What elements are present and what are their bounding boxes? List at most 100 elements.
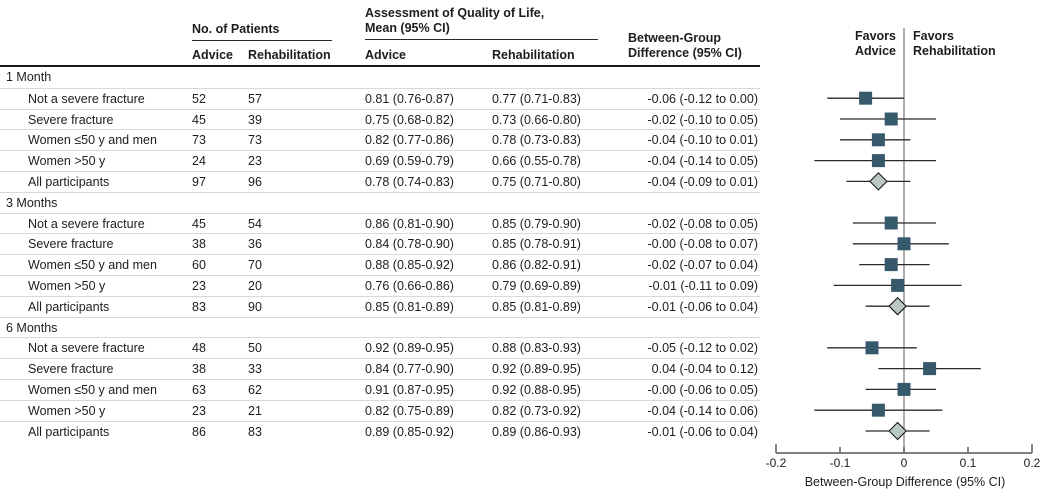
subgroup-label: Severe fracture	[28, 362, 114, 377]
between-group-difference-value: -0.05 (-0.12 to 0.02)	[647, 341, 758, 356]
rehabilitation-mean-ci-value: 0.85 (0.78-0.91)	[492, 237, 581, 252]
advice-mean-ci-value: 0.78 (0.74-0.83)	[365, 174, 454, 189]
rehabilitation-n-value: 83	[248, 424, 262, 439]
x-axis-title: Between-Group Difference (95% CI)	[804, 475, 1006, 489]
table-row: Women ≤50 y and men 60 70 0.88 (0.85-0.92) 0…	[0, 254, 760, 275]
point-estimate-square	[871, 133, 885, 147]
advice-mean-ci-value: 0.76 (0.66-0.86)	[365, 278, 454, 293]
rehabilitation-mean-ci-value: 0.66 (0.55-0.78)	[492, 154, 581, 169]
point-estimate-square	[884, 258, 898, 272]
subgroup-label: All participants	[28, 174, 110, 189]
advice-mean-ci-value: 0.69 (0.59-0.79)	[365, 154, 454, 169]
table-row: Not a severe fracture 45 54 0.86 (0.81-0.90…	[0, 212, 760, 234]
advice-n-value: 48	[192, 341, 206, 356]
subgroup-label: Women ≤50 y and men	[28, 382, 157, 397]
table-row: Women ≤50 y and men 73 73 0.82 (0.77-0.86) 0…	[0, 129, 760, 150]
rehabilitation-mean-ci-value: 0.89 (0.86-0.93)	[492, 424, 581, 439]
between-group-difference-value: -0.01 (-0.06 to 0.04)	[647, 424, 758, 439]
between-group-difference-value: 0.04 (-0.04 to 0.12)	[651, 362, 758, 377]
between-group-difference-value: -0.00 (-0.08 to 0.07)	[647, 237, 758, 252]
between-group-difference-value: -0.01 (-0.11 to 0.09)	[648, 278, 758, 293]
rehabilitation-n-value: 96	[248, 174, 262, 189]
rehabilitation-mean-ci-value: 0.85 (0.79-0.90)	[492, 216, 581, 231]
rehabilitation-n-value: 54	[248, 216, 262, 231]
subgroup-label: Women >50 y	[28, 154, 106, 169]
table-row: Not a severe fracture 48 50 0.92 (0.89-0.95…	[0, 337, 760, 358]
rehabilitation-mean-ci-value: 0.75 (0.71-0.80)	[492, 174, 581, 189]
x-axis-tick-label: 0.1	[959, 456, 977, 470]
subgroup-label: Women ≤50 y and men	[28, 133, 157, 148]
subgroup-label: Not a severe fracture	[28, 341, 145, 356]
table-row: All participants 83 90 0.85 (0.81-0.89) 0.85…	[0, 295, 760, 317]
subgroup-label: All participants	[28, 299, 110, 314]
column-header-quality-of-life: Assessment of Quality of Life, Mean (95%…	[365, 6, 598, 40]
x-axis-tick-label: 0	[900, 456, 908, 470]
between-group-difference-value: -0.04 (-0.09 to 0.01)	[647, 174, 758, 189]
advice-mean-ci-value: 0.91 (0.87-0.95)	[365, 382, 454, 397]
rehabilitation-mean-ci-value: 0.79 (0.69-0.89)	[492, 278, 581, 293]
advice-n-value: 97	[192, 174, 206, 189]
advice-mean-ci-value: 0.82 (0.75-0.89)	[365, 403, 454, 418]
advice-mean-ci-value: 0.81 (0.76-0.87)	[365, 91, 454, 106]
between-group-difference-value: -0.00 (-0.06 to 0.05)	[647, 382, 758, 397]
rehabilitation-n-value: 62	[248, 382, 262, 397]
subgroup-label: Severe fracture	[28, 237, 114, 252]
point-estimate-square	[859, 91, 873, 105]
table-row: Not a severe fracture 52 57 0.81 (0.76-0.87…	[0, 87, 760, 109]
rehabilitation-mean-ci-value: 0.88 (0.83-0.93)	[492, 341, 581, 356]
between-group-difference-value: -0.02 (-0.08 to 0.05)	[647, 216, 758, 231]
section-label: 1 Month	[6, 70, 52, 84]
point-estimate-square	[897, 237, 911, 251]
advice-mean-ci-value: 0.82 (0.77-0.86)	[365, 133, 454, 148]
subgroup-label: All participants	[28, 424, 110, 439]
column-header-advice-mean: Advice	[365, 48, 406, 62]
rehabilitation-mean-ci-value: 0.92 (0.88-0.95)	[492, 382, 581, 397]
point-estimate-square	[871, 403, 885, 417]
advice-n-value: 24	[192, 154, 206, 169]
rehabilitation-mean-ci-value: 0.77 (0.71-0.83)	[492, 91, 581, 106]
advice-n-value: 63	[192, 382, 206, 397]
table-row: Severe fracture 38 36 0.84 (0.78-0.90) 0.85 …	[0, 233, 760, 254]
favors-rehabilitation-label: Favors Rehabilitation	[913, 29, 996, 58]
advice-mean-ci-value: 0.88 (0.85-0.92)	[365, 258, 454, 273]
advice-mean-ci-value: 0.84 (0.77-0.90)	[365, 362, 454, 377]
advice-mean-ci-value: 0.92 (0.89-0.95)	[365, 341, 454, 356]
rehabilitation-n-value: 33	[248, 362, 262, 377]
advice-n-value: 23	[192, 278, 206, 293]
table-row: Severe fracture 45 39 0.75 (0.68-0.82) 0.73 …	[0, 108, 760, 130]
advice-n-value: 38	[192, 237, 206, 252]
column-header-rehabilitation-mean: Rehabilitation	[492, 48, 575, 62]
column-header-rehabilitation-n: Rehabilitation	[248, 48, 331, 62]
rehabilitation-n-value: 57	[248, 91, 262, 106]
advice-n-value: 45	[192, 112, 206, 127]
subgroup-label: Women >50 y	[28, 403, 106, 418]
rehabilitation-mean-ci-value: 0.82 (0.73-0.92)	[492, 403, 581, 418]
section-label: 6 Months	[6, 320, 58, 335]
table-row: All participants 97 96 0.78 (0.74-0.83) 0.75…	[0, 170, 760, 192]
section-header-row: 3 Months	[0, 191, 760, 213]
column-header-between-group-difference: Between-Group Difference (95% CI)	[628, 31, 742, 60]
between-group-difference-value: -0.02 (-0.07 to 0.04)	[647, 258, 758, 273]
table-row: Women >50 y 24 23 0.69 (0.59-0.79) 0.66 (0.5…	[0, 150, 760, 171]
between-group-difference-value: -0.06 (-0.12 to 0.00)	[647, 91, 758, 106]
pooled-estimate-diamond	[869, 172, 888, 191]
rehabilitation-n-value: 50	[248, 341, 262, 356]
subgroup-label: Women ≤50 y and men	[28, 258, 157, 273]
advice-n-value: 83	[192, 299, 206, 314]
advice-mean-ci-value: 0.89 (0.85-0.92)	[365, 424, 454, 439]
advice-n-value: 38	[192, 362, 206, 377]
point-estimate-square	[865, 341, 879, 355]
advice-n-value: 45	[192, 216, 206, 231]
subgroup-label: Not a severe fracture	[28, 91, 145, 106]
rehabilitation-n-value: 70	[248, 258, 262, 273]
header-rule	[0, 65, 760, 67]
between-group-difference-value: -0.04 (-0.14 to 0.06)	[647, 403, 758, 418]
between-group-difference-value: -0.04 (-0.14 to 0.05)	[647, 154, 758, 169]
rehabilitation-mean-ci-value: 0.73 (0.66-0.80)	[492, 112, 581, 127]
subgroup-label: Women >50 y	[28, 278, 106, 293]
advice-n-value: 52	[192, 91, 206, 106]
x-axis-tick-label: -0.2	[765, 456, 787, 470]
point-estimate-square	[871, 154, 885, 168]
